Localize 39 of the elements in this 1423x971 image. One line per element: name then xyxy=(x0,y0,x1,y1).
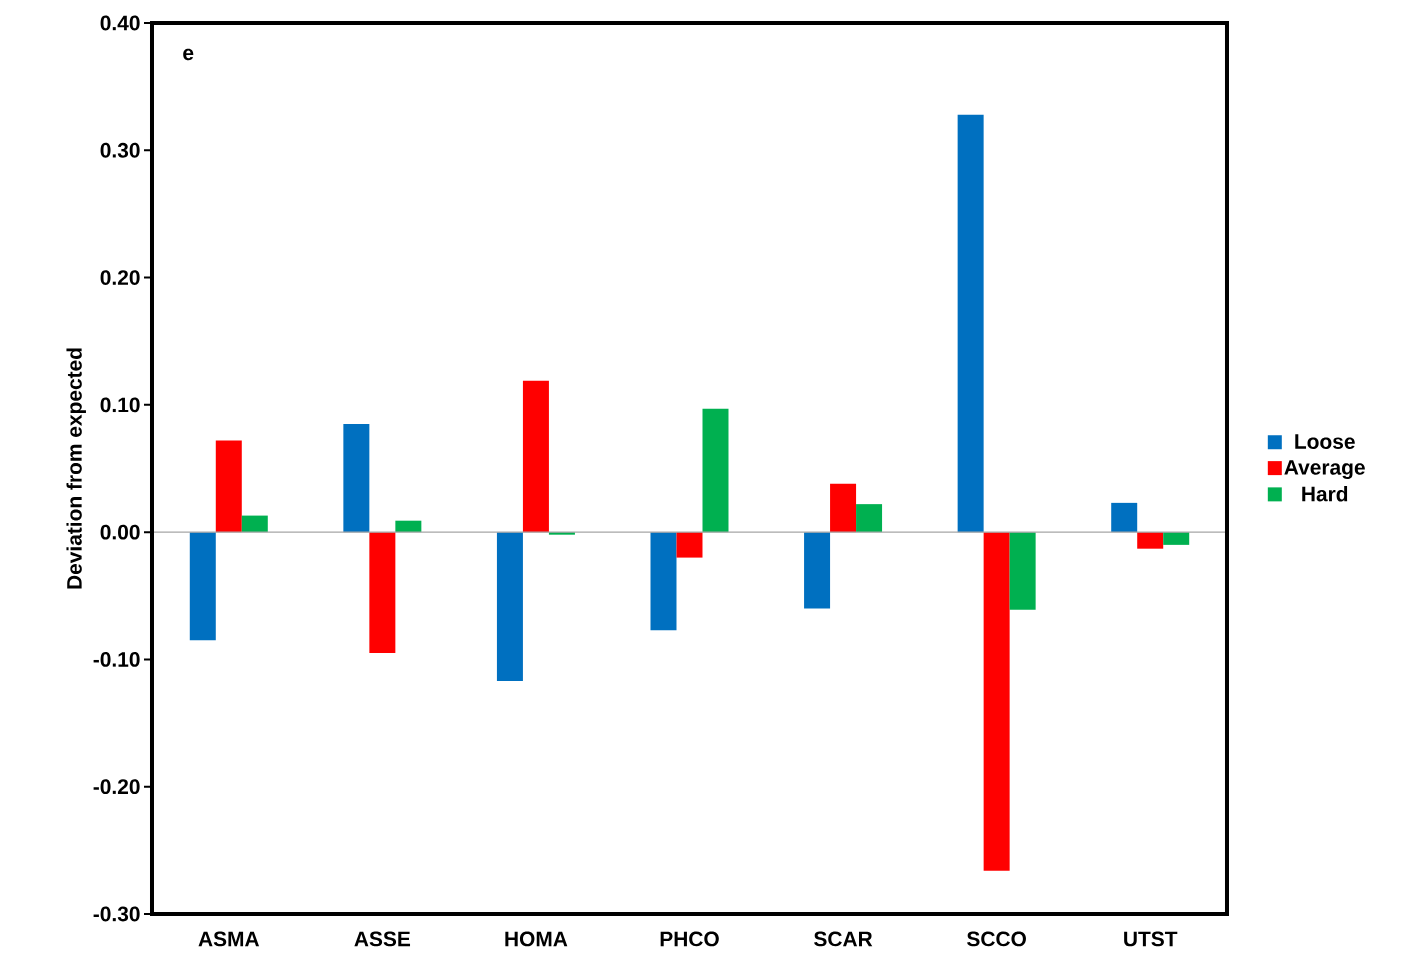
x-tick-label: HOMA xyxy=(505,931,568,947)
bar xyxy=(702,408,729,533)
bar xyxy=(1009,532,1036,610)
bar xyxy=(983,532,1010,871)
bar xyxy=(676,532,703,558)
y-axis-title: Deviation from expected xyxy=(66,348,86,589)
y-tick-label: -0.20 xyxy=(93,779,140,795)
annotation: e xyxy=(183,48,194,61)
legend-label: Average xyxy=(1284,460,1365,479)
bar xyxy=(496,532,523,682)
bar xyxy=(650,532,677,631)
bar xyxy=(522,380,549,533)
x-tick-label: UTST xyxy=(1124,931,1178,947)
bar xyxy=(369,532,396,654)
legend-label: Hard xyxy=(1302,486,1348,502)
x-tick-label: ASSE xyxy=(354,931,411,947)
x-tick-label: PHCO xyxy=(660,931,719,947)
bar xyxy=(804,532,831,609)
x-tick-label: ASMA xyxy=(198,931,260,947)
y-tick-label: 0.20 xyxy=(100,270,140,285)
bar xyxy=(215,440,242,533)
legend-label: Loose xyxy=(1295,434,1355,449)
bar xyxy=(1163,532,1190,545)
bar xyxy=(856,504,883,533)
y-tick-label: 0.30 xyxy=(100,142,140,158)
y-tick-label: -0.10 xyxy=(93,652,140,667)
bar xyxy=(1111,502,1138,533)
y-tick-label: 0.10 xyxy=(100,397,140,413)
x-tick-label: SCAR xyxy=(814,931,873,947)
x-tick-label: SCCO xyxy=(967,931,1026,947)
y-tick-label: 0.00 xyxy=(100,524,140,540)
bar xyxy=(1137,532,1164,549)
bar xyxy=(343,423,370,533)
bar xyxy=(957,114,984,533)
y-tick-label: -0.30 xyxy=(93,906,140,922)
bar xyxy=(189,532,216,641)
bar xyxy=(241,515,268,533)
y-tick-label: 0.40 xyxy=(100,15,140,31)
bar xyxy=(830,483,857,533)
